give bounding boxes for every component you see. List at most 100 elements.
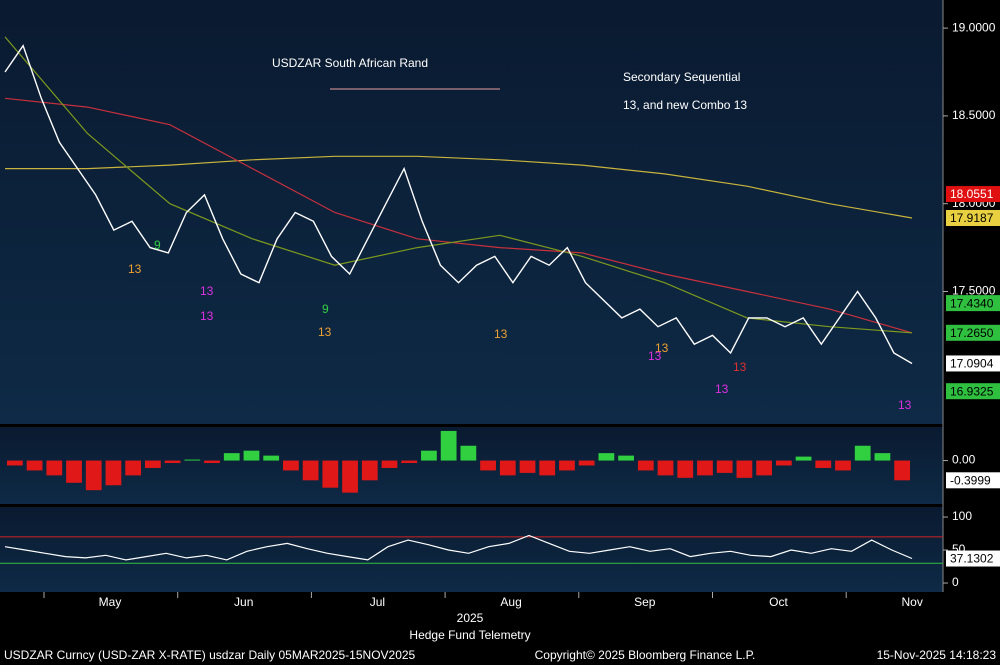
histogram-bar [223,453,240,461]
histogram-bar [637,460,654,471]
x-tick-label: Oct [769,595,788,609]
histogram-bar [421,450,437,461]
histogram-bar [716,460,733,473]
y-tick-label: 0.00 [952,453,976,467]
histogram-bar [125,460,142,476]
price-tag-label: 37.1302 [950,552,994,566]
y-tick-label: 19.0000 [952,20,996,34]
histogram-bar [480,460,496,471]
histogram-bar [283,460,299,471]
histogram-bar [342,460,358,493]
x-tick-label: Sep [634,595,656,609]
x-tick-label: Nov [902,595,923,609]
price-tag-label: 17.2650 [950,326,994,340]
histogram-bar [361,460,378,481]
y-tick-label: 0 [952,575,959,589]
footer-center: Copyright© 2025 Bloomberg Finance L.P. [535,648,756,662]
price-tag-label: 17.4340 [950,296,994,310]
histogram-bar [874,453,891,461]
histogram-bar [657,460,674,476]
price-tag [946,383,1000,400]
count-label: 13 [128,262,142,276]
histogram-bar [578,460,595,466]
histogram-bar [85,460,102,491]
series-line [4,534,913,561]
y-tick-label: 100 [952,509,972,523]
histogram-panel [0,427,943,504]
x-tick-label: Jul [370,595,385,609]
histogram-bar [559,460,575,471]
x-tick-label: May [99,595,122,609]
histogram-bar [243,450,260,461]
price-tag [946,355,1000,372]
y-tick-label: 17.5000 [952,284,996,298]
histogram-bar [381,460,398,468]
count-label: 13 [200,309,214,323]
price-tag [946,209,1000,226]
histogram-bar [6,460,23,466]
price-tag [946,324,1000,341]
histogram-bar [46,460,63,476]
histogram-bar [697,460,713,476]
histogram-bar [539,460,556,476]
histogram-bar [26,460,43,471]
histogram-bar [598,453,615,461]
histogram-bar [894,460,911,481]
histogram-bar [263,455,280,461]
price-tag-label: 17.9187 [950,211,994,225]
histogram-bar [440,430,457,461]
histogram-bar [736,460,753,478]
histogram-bar [677,460,694,478]
footer-left: USDZAR Curncy (USD-ZAR X-RATE) usdzar Da… [4,648,416,662]
price-tag [946,472,1000,489]
count-label: 13 [715,382,729,396]
footer-right: 15-Nov-2025 14:18:23 [877,648,997,662]
price-tag-label: 16.9325 [950,384,994,398]
histogram-bar [184,459,201,461]
histogram-bar [164,460,181,464]
histogram-bar [144,460,161,468]
count-label: 13 [648,349,662,363]
price-panel [0,0,943,424]
annotation: Secondary Sequential [623,70,740,84]
count-label: 13 [318,325,332,339]
histogram-bar [302,460,319,481]
histogram-bar [105,460,122,486]
series-line [4,36,913,334]
price-tag [946,295,1000,312]
count-label: 9 [322,302,329,316]
year-label: 2025 [457,611,484,625]
price-tag [946,186,1000,203]
histogram-bar [775,460,792,466]
series-line [4,44,913,365]
count-label: 13 [733,360,747,374]
histogram-bar [401,460,418,464]
series-line [4,97,913,334]
histogram-bar [835,460,851,471]
histogram-bar [460,445,477,461]
price-tag [946,550,1000,567]
x-tick-label: Jun [234,595,253,609]
count-label: 13 [200,284,214,298]
histogram-bar [756,460,773,476]
y-tick-label: 18.5000 [952,108,996,122]
count-label: 9 [154,238,161,252]
histogram-bar [499,460,516,476]
histogram-bar [519,460,536,473]
count-label: 13 [494,327,508,341]
rsi-panel [0,507,943,592]
x-tick-label: Aug [500,595,521,609]
watermark: Hedge Fund Telemetry [409,628,530,642]
count-label: 13 [898,398,912,412]
chart-title: USDZAR South African Rand [272,56,428,70]
histogram-bar [322,460,339,488]
price-tag-label: 17.0904 [950,357,994,371]
histogram-bar [854,445,871,461]
count-label: 13 [655,341,669,355]
series-line [5,155,913,219]
price-tag-label: -0.3999 [950,473,991,487]
annotation: 13, and new Combo 13 [623,98,747,112]
histogram-bar [815,460,832,468]
histogram-bar [795,456,812,461]
